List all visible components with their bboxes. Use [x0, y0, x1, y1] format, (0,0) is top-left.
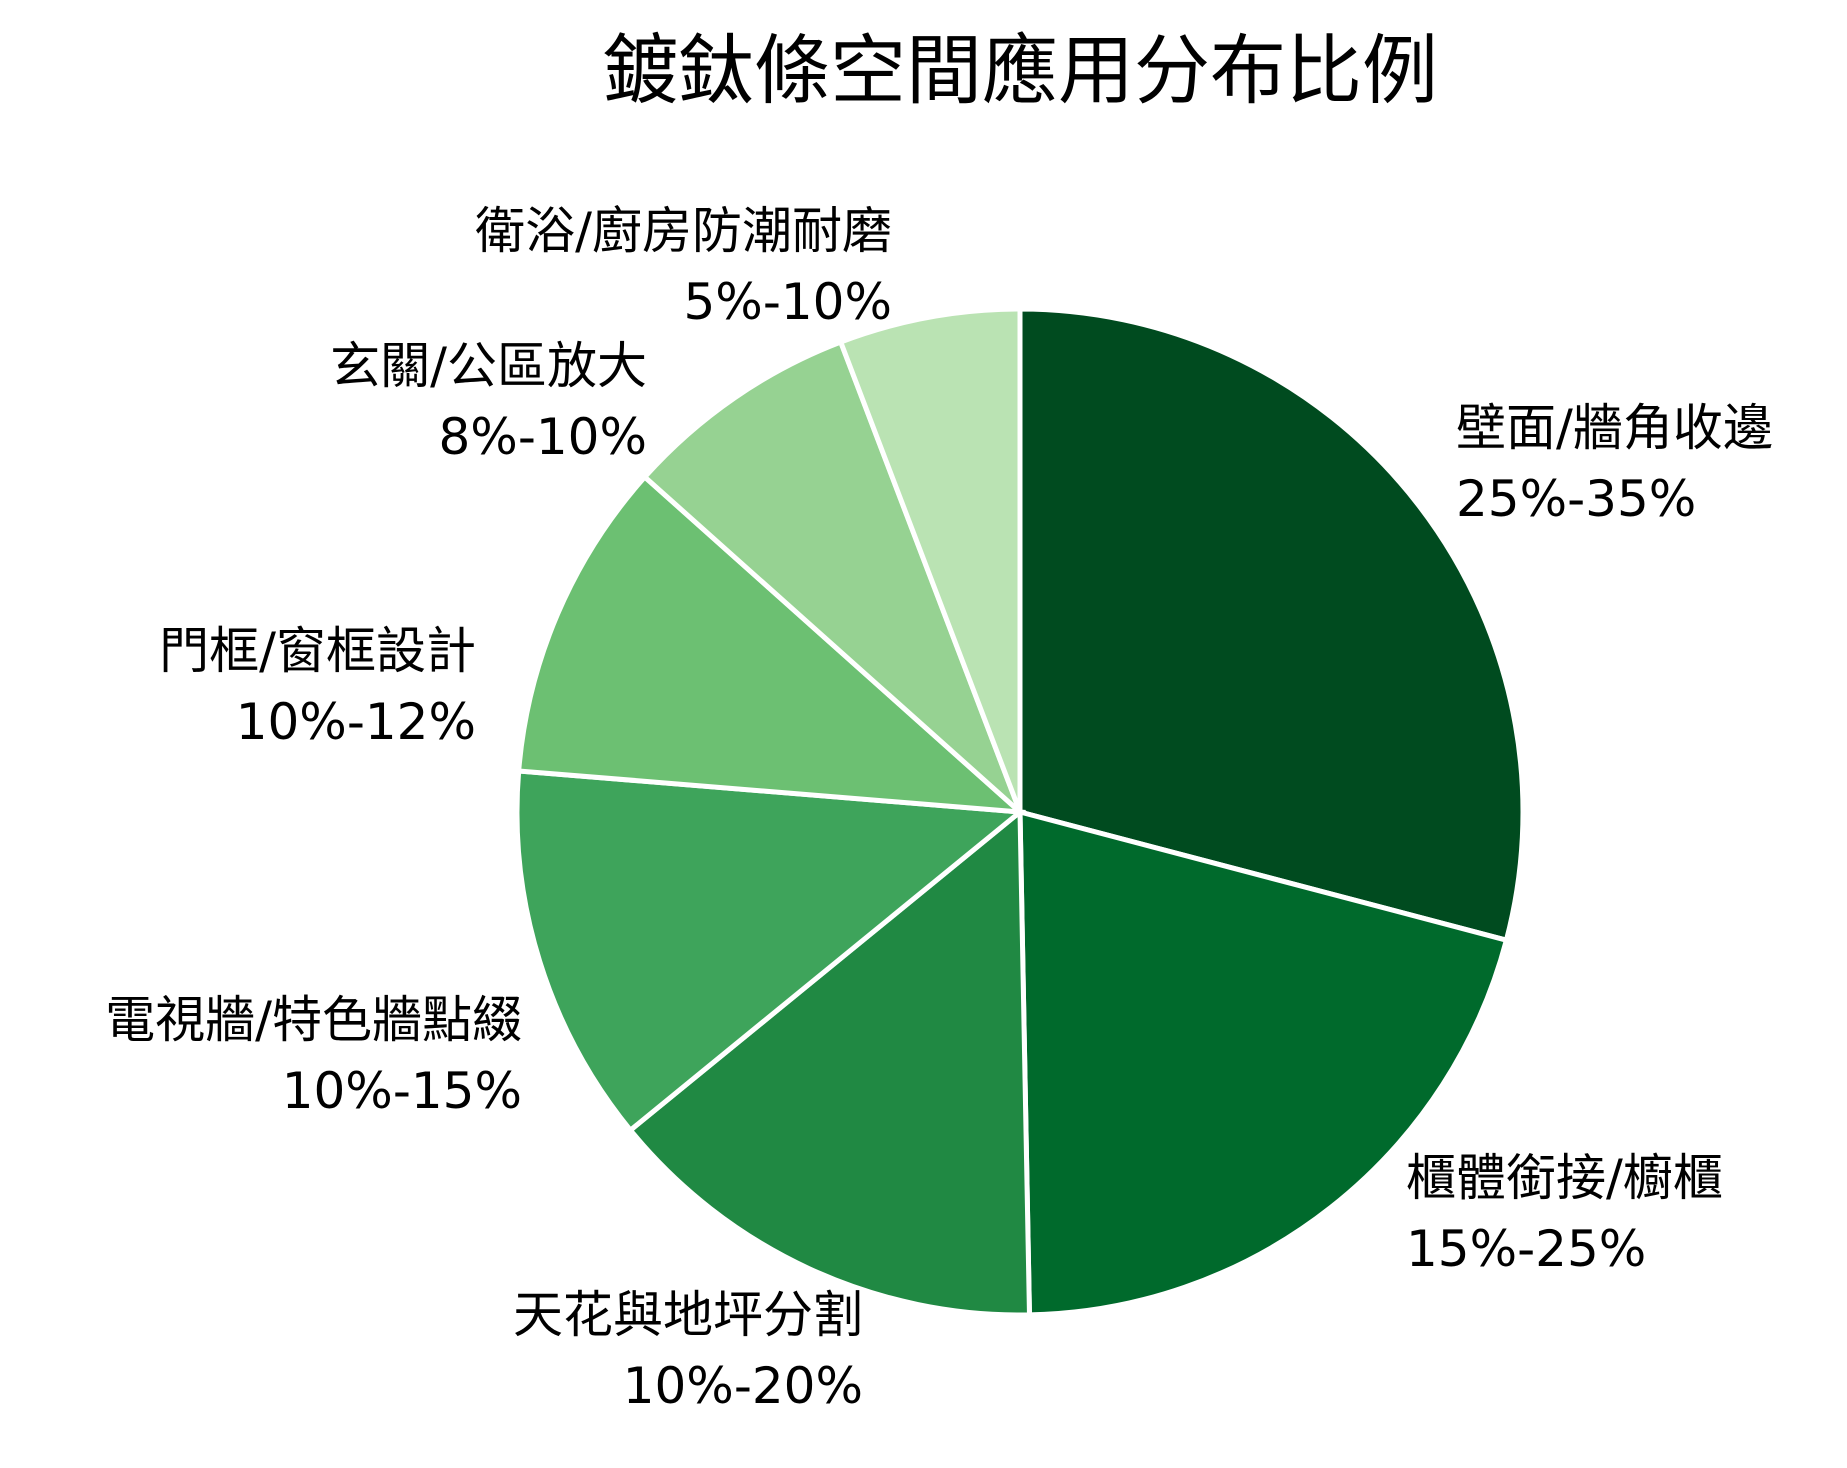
slice-label-range-4: 10%-15% [282, 1062, 522, 1120]
slice-label-name-7: 衛浴/廚房防潮耐磨 [475, 202, 892, 260]
slice-label-range-7: 5%-10% [684, 273, 893, 331]
chart-title: 鍍鈦條空間應用分布比例 [602, 26, 1438, 115]
slice-label-name-3: 天花與地坪分割 [513, 1286, 863, 1344]
pie-slice-7 [837, 306, 1023, 813]
pie-slice-4 [514, 768, 1027, 1134]
slice-label-range-1: 25%-35% [1456, 470, 1696, 528]
slice-label-range-3: 10%-20% [623, 1357, 863, 1415]
slice-label-range-5: 10%-12% [236, 693, 476, 751]
slice-label-name-1: 壁面/牆角收邊 [1456, 399, 1773, 457]
slice-label-name-2: 櫃體銜接/櫥櫃 [1406, 1149, 1723, 1207]
slice-label-range-2: 15%-25% [1406, 1220, 1646, 1278]
pie-slice-5 [515, 473, 1028, 816]
pie-slice-3 [626, 806, 1033, 1318]
slice-labels: 壁面/牆角收邊 25%-35% 櫃體銜接/櫥櫃 15%-25% 天花與地坪分割 10%-2… [105, 202, 1773, 1415]
pie-slice-2 [1017, 808, 1510, 1318]
slice-label-name-4: 電視牆/特色牆點綴 [105, 991, 522, 1049]
pie-slice-6 [641, 338, 1023, 814]
pie-slices [514, 306, 1526, 1318]
pie-slice-1 [1017, 306, 1526, 944]
slice-label-name-5: 門框/窗框設計 [159, 622, 476, 680]
slice-label-range-6: 8%-10% [439, 408, 648, 466]
slice-label-name-6: 玄關/公區放大 [330, 337, 647, 395]
